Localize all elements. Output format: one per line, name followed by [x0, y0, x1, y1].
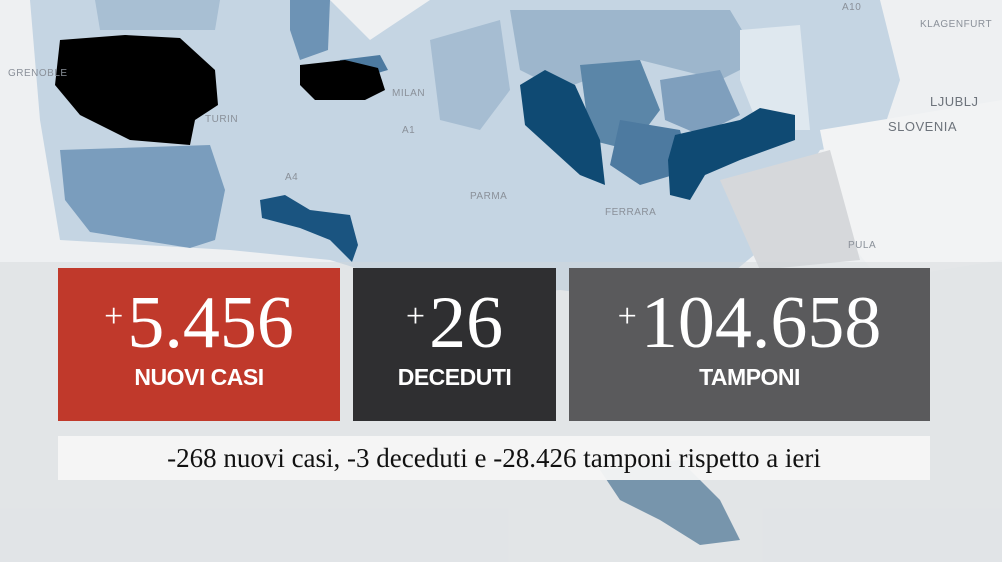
comparison-caption: -268 nuovi casi, -3 deceduti e -28.426 t… [58, 436, 930, 480]
deaths-number: 26 [429, 282, 504, 364]
new-cases-value: +5.456 [58, 286, 340, 360]
map-region [600, 460, 740, 545]
map-label-a4: A4 [285, 172, 298, 183]
plus-sign: + [617, 298, 637, 335]
map-region [55, 35, 218, 145]
new-cases-box: +5.456 NUOVI CASI [58, 268, 340, 421]
map-region [510, 10, 760, 90]
map-region [60, 145, 225, 248]
map-region [660, 70, 740, 135]
map-label-ferrara: FERRARA [605, 207, 656, 218]
plus-sign: + [104, 298, 124, 335]
map-region [95, 0, 220, 30]
map-label-turin: TURIN [205, 114, 238, 125]
map-label-ljubljana: LJUBLJ [930, 94, 979, 109]
deaths-box: +26 DECEDUTI [353, 268, 556, 421]
map-region [820, 100, 1002, 280]
map-label-klagenfurt: KLAGENFURT [920, 19, 992, 30]
map-region [260, 195, 358, 262]
plus-sign: + [405, 298, 426, 335]
map-region [30, 0, 900, 300]
new-cases-label: NUOVI CASI [134, 364, 264, 390]
tests-box: +104.658 TAMPONI [569, 268, 930, 421]
map-region [290, 0, 330, 60]
map-region [740, 25, 810, 130]
deaths-value: +26 [353, 286, 556, 360]
tests-value: +104.658 [569, 286, 930, 360]
deaths-label: DECEDUTI [397, 364, 512, 390]
tests-number: 104.658 [640, 282, 882, 364]
map-region [300, 60, 385, 100]
map-label-parma: PARMA [470, 191, 507, 202]
map-region [520, 70, 605, 185]
map-label-pula: PULA [848, 240, 876, 251]
map-region [668, 108, 795, 200]
map-label-grenoble: GRENOBLE [8, 68, 68, 79]
map-label-slovenia: SLOVENIA [888, 119, 957, 134]
map-region [430, 20, 510, 130]
map-label-milan: MILAN [392, 88, 425, 99]
map-label-a10: A10 [842, 2, 861, 13]
map-label-a1: A1 [402, 125, 415, 136]
map-region [720, 150, 860, 270]
tests-label: TAMPONI [699, 364, 800, 390]
new-cases-number: 5.456 [127, 282, 294, 364]
